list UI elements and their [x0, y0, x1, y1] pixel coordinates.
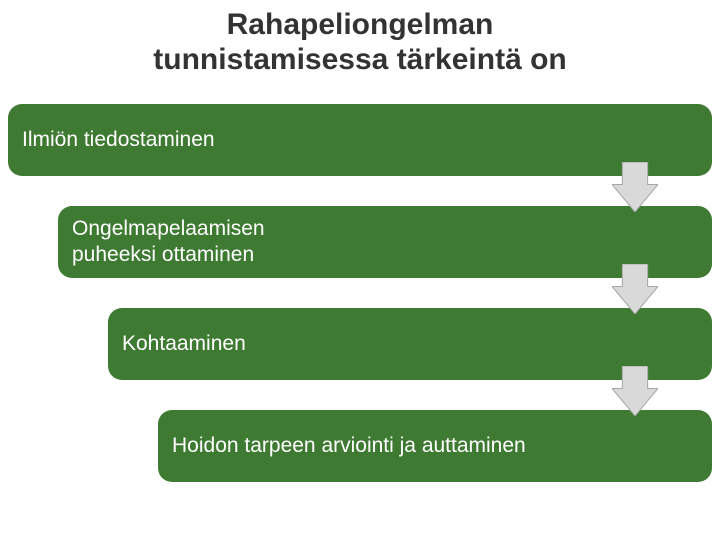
process-step-4: Hoidon tarpeen arviointi ja auttaminen [158, 410, 712, 482]
process-step-1: Ilmiön tiedostaminen [8, 104, 712, 176]
down-arrow-icon [612, 264, 658, 314]
process-step-label: Ongelmapelaamisenpuheeksi ottaminen [72, 216, 265, 269]
title-line1: Rahapeliongelman [227, 8, 494, 41]
process-step-label: Ilmiön tiedostaminen [22, 127, 215, 153]
page-title: Rahapeliongelman tunnistamisessa tärkein… [0, 8, 720, 77]
process-step-label: Hoidon tarpeen arviointi ja auttaminen [172, 433, 526, 459]
down-arrow-icon [612, 162, 658, 212]
process-step-label: Kohtaaminen [122, 331, 246, 357]
title-line2: tunnistamisessa tärkeintä on [153, 43, 566, 76]
down-arrow-icon [612, 366, 658, 416]
